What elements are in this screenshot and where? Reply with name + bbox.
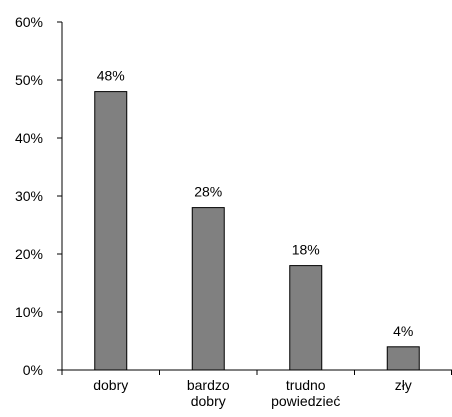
category-label: trudno powiedzieć: [271, 377, 340, 409]
y-tick-label: 40%: [15, 130, 43, 146]
category-label: zły: [395, 377, 412, 393]
data-label: 18%: [292, 242, 320, 258]
bars: [94, 91, 420, 371]
bar: [191, 207, 225, 371]
category-label-line: powiedzieć: [271, 393, 340, 409]
data-label: 4%: [393, 323, 413, 339]
category-label-line: bardzo: [187, 377, 230, 393]
bar: [94, 91, 128, 371]
bar: [289, 265, 323, 371]
category-label-line: zły: [395, 377, 412, 393]
y-tick-label: 60%: [15, 14, 43, 30]
y-tick-label: 10%: [15, 304, 43, 320]
category-label: dobry: [93, 377, 128, 393]
category-label: bardzo dobry: [187, 377, 230, 409]
data-labels: 48% 28% 18% 4%: [97, 68, 414, 339]
data-label: 28%: [194, 184, 222, 200]
y-axis: 0% 10% 20% 30% 40% 50% 60%: [15, 14, 63, 378]
bar: [386, 346, 420, 371]
category-label-line: dobry: [93, 377, 128, 393]
category-label-line: trudno: [286, 377, 326, 393]
y-tick-label: 30%: [15, 188, 43, 204]
y-tick-label: 50%: [15, 72, 43, 88]
data-label: 48%: [97, 68, 125, 84]
y-tick-label: 20%: [15, 246, 43, 262]
category-label-line: dobry: [191, 393, 226, 409]
y-tick-label: 0%: [23, 362, 43, 378]
